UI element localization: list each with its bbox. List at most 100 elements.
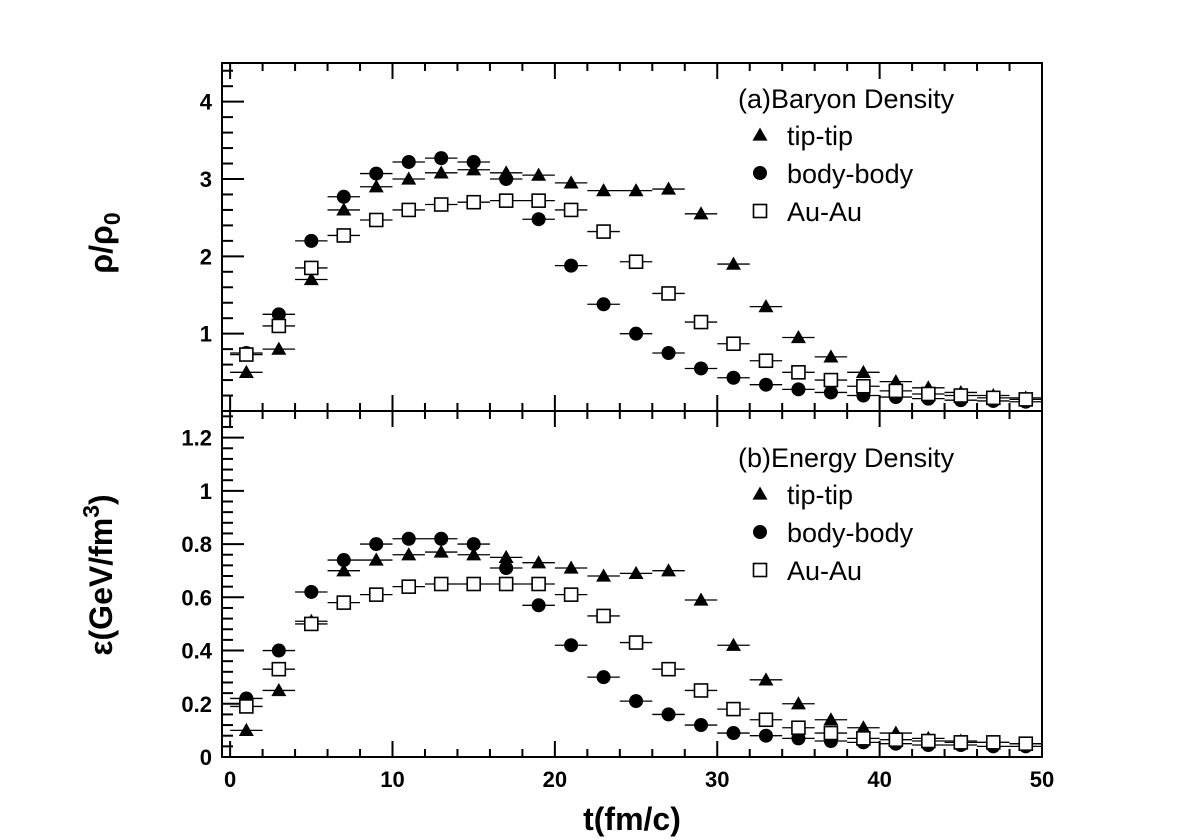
data-point <box>596 183 612 197</box>
data-point <box>693 314 709 330</box>
data-point <box>563 587 579 602</box>
baryon-legend-marker <box>752 203 768 219</box>
energy-series-au-au <box>230 576 1042 751</box>
data-point <box>368 587 384 602</box>
data-point <box>531 212 546 227</box>
data-point <box>401 531 416 546</box>
data-point <box>823 372 839 388</box>
data-point <box>498 549 514 564</box>
energy-legend-label: body-body <box>787 518 914 548</box>
data-point <box>856 731 871 746</box>
data-point <box>499 561 514 576</box>
data-point <box>985 735 1001 750</box>
data-point <box>628 254 644 270</box>
energy-legend-label: tip-tip <box>787 480 853 510</box>
data-point <box>466 537 481 552</box>
data-point <box>531 576 546 592</box>
data-point <box>758 672 774 686</box>
data-point <box>661 707 676 722</box>
data-point <box>661 563 677 577</box>
baryon-y-tick-label: 4 <box>200 90 213 115</box>
data-point <box>726 726 741 741</box>
data-point <box>628 183 644 197</box>
data-point <box>466 194 481 210</box>
data-point <box>271 341 287 355</box>
x-axis-title: t(fm/c) <box>583 801 681 837</box>
data-point <box>823 385 838 400</box>
data-point <box>693 206 709 220</box>
data-point <box>596 297 611 312</box>
data-point <box>823 725 839 741</box>
energy-plot-frame <box>221 410 1043 758</box>
data-point <box>628 565 644 579</box>
data-point <box>661 286 676 301</box>
data-point <box>564 638 579 653</box>
data-point <box>725 256 741 270</box>
data-point <box>855 364 871 378</box>
data-point <box>629 326 644 341</box>
energy-legend-marker <box>752 562 768 578</box>
data-point <box>628 635 644 650</box>
data-point <box>953 388 969 403</box>
data-point <box>336 228 352 243</box>
data-point <box>336 553 351 568</box>
data-point <box>855 720 871 734</box>
data-point <box>563 175 579 189</box>
baryon-legend-label: Au-Au <box>787 197 862 227</box>
data-point <box>693 683 709 698</box>
data-point <box>271 643 286 658</box>
energy-panel-label: (b)Energy Density <box>738 443 955 473</box>
data-point <box>921 733 936 749</box>
data-point <box>304 233 319 248</box>
data-point <box>531 167 547 181</box>
data-point <box>629 694 644 709</box>
x-tick-label: 30 <box>705 767 729 792</box>
energy-legend-label: Au-Au <box>787 556 862 586</box>
data-point <box>368 552 384 566</box>
data-point <box>336 189 351 204</box>
energy-legend-marker <box>753 525 767 539</box>
data-point <box>303 272 319 286</box>
data-point <box>401 202 417 218</box>
energy-y-tick-label: 1.2 <box>181 426 212 451</box>
data-point <box>238 364 254 378</box>
energy-y-axis-title-close: ) <box>83 494 119 505</box>
data-point <box>985 390 1001 406</box>
data-point <box>564 258 579 273</box>
data-point <box>401 154 416 169</box>
data-point <box>401 171 417 185</box>
data-point <box>271 661 287 677</box>
data-point <box>238 722 254 737</box>
baryon-y-axis-title: ρ/ρ0 <box>83 212 125 273</box>
data-point <box>791 365 806 380</box>
data-point <box>725 637 741 651</box>
data-point <box>758 728 773 743</box>
data-point <box>499 172 514 186</box>
baryon-legend-label: tip-tip <box>787 121 853 151</box>
energy-y-tick-label: 1 <box>200 479 212 504</box>
baryon-y-axis-title-sub: 0 <box>99 212 125 225</box>
data-point <box>596 670 611 685</box>
data-point <box>726 701 741 717</box>
energy-y-tick-label: 0 <box>200 745 212 770</box>
data-point <box>369 537 384 552</box>
baryon-y-tick-label: 1 <box>200 322 212 347</box>
data-point <box>661 346 676 360</box>
data-point <box>726 336 741 352</box>
data-point <box>758 299 774 313</box>
x-tick-label: 40 <box>867 767 891 792</box>
energy-y-tick-label: 0.6 <box>181 585 212 610</box>
data-point <box>856 378 871 394</box>
data-point <box>596 224 611 239</box>
data-point <box>433 544 449 558</box>
data-point <box>466 576 481 592</box>
data-point <box>271 682 287 697</box>
data-point <box>531 598 546 613</box>
energy-y-axis-title-sup: 3 <box>78 505 104 518</box>
data-point <box>726 370 741 385</box>
data-point <box>791 382 806 397</box>
data-point <box>790 696 806 710</box>
energy-y-tick-label: 0.8 <box>181 532 212 557</box>
data-point <box>758 353 774 369</box>
